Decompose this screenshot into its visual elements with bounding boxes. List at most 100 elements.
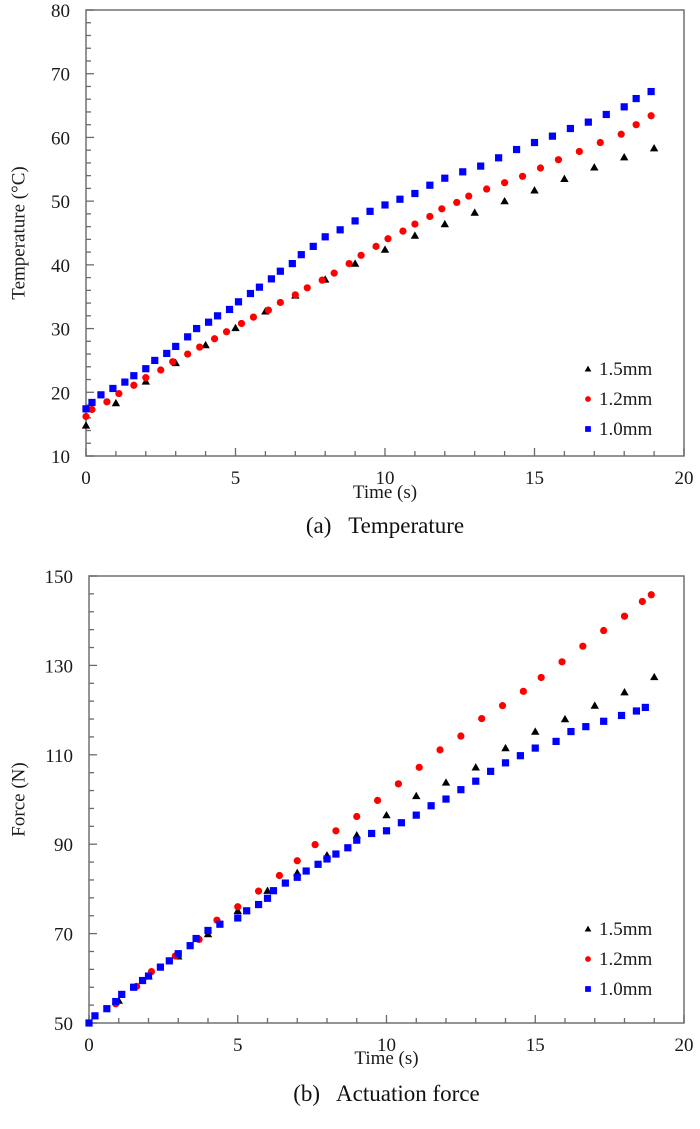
y-axis-title: Temperature (°C) xyxy=(9,166,30,299)
data-point xyxy=(157,366,165,374)
ticks xyxy=(85,9,685,457)
legend-item: 1.5mm xyxy=(584,359,653,380)
data-point xyxy=(579,642,587,650)
y-tick-label: 50 xyxy=(51,192,70,213)
data-point xyxy=(560,714,570,723)
data-point xyxy=(620,688,629,696)
legend-item: 1.0mm xyxy=(585,979,653,1000)
data-point xyxy=(441,778,451,786)
data-point xyxy=(351,217,359,225)
y-tick-label: 70 xyxy=(54,925,73,946)
data-point xyxy=(193,324,201,333)
legend-item: 1.2mm xyxy=(585,389,653,410)
y-tick-label: 70 xyxy=(51,65,70,86)
y-tick-label: 30 xyxy=(51,320,70,341)
series-1-5mm xyxy=(114,672,659,1004)
data-point xyxy=(483,185,491,193)
figure-caption: (b) Actuation force xyxy=(293,1081,479,1106)
x-axis-title: Time (s) xyxy=(354,1048,418,1069)
data-point xyxy=(264,306,272,314)
data-point xyxy=(118,990,126,998)
data-point xyxy=(384,235,392,243)
data-point xyxy=(638,597,646,606)
data-point xyxy=(82,405,90,413)
legend-item: 1.2mm xyxy=(585,949,653,970)
tick-labels: 0 5 10 15 20 10 20 30 40 50 60 70 80 xyxy=(51,1,694,489)
data-point xyxy=(97,391,105,399)
data-point xyxy=(88,405,96,414)
data-point xyxy=(531,727,540,735)
data-point xyxy=(399,227,407,235)
data-point xyxy=(88,398,96,407)
data-point xyxy=(109,384,117,393)
data-point xyxy=(309,242,317,250)
data-point xyxy=(192,934,200,943)
data-point xyxy=(647,87,655,96)
data-point xyxy=(204,926,212,935)
data-point xyxy=(590,163,599,171)
data-point xyxy=(602,110,610,119)
data-point xyxy=(368,829,376,838)
data-point xyxy=(255,283,264,291)
data-point xyxy=(142,365,150,373)
data-point xyxy=(441,174,449,182)
y-tick-label: 40 xyxy=(51,256,70,277)
legend-label: 1.5mm xyxy=(599,919,653,940)
data-point xyxy=(471,763,480,771)
legend-marker xyxy=(585,986,591,992)
data-point xyxy=(632,94,640,103)
data-point xyxy=(213,312,222,320)
data-point xyxy=(103,398,111,406)
data-point xyxy=(303,284,311,292)
data-point xyxy=(163,349,171,358)
data-point xyxy=(530,186,539,194)
legend-label: 1.2mm xyxy=(599,949,653,970)
data-point xyxy=(151,356,159,365)
data-point xyxy=(427,802,435,810)
y-tick-label: 90 xyxy=(54,835,73,856)
data-point xyxy=(536,164,545,172)
data-point xyxy=(234,298,243,306)
legend-marker xyxy=(585,426,591,432)
data-point xyxy=(263,886,272,894)
data-point xyxy=(174,950,182,958)
legend-label: 1.0mm xyxy=(599,979,653,1000)
legend-item: 1.0mm xyxy=(585,419,653,440)
data-point xyxy=(620,103,628,111)
data-point xyxy=(225,305,234,314)
data-point xyxy=(649,144,659,152)
data-point xyxy=(412,811,420,819)
data-point xyxy=(263,894,272,902)
data-point xyxy=(85,1019,93,1027)
data-point xyxy=(373,796,382,804)
data-point xyxy=(82,412,90,421)
data-point xyxy=(590,701,599,709)
x-tick-label: 20 xyxy=(675,468,694,489)
data-point xyxy=(302,867,310,875)
data-point xyxy=(382,827,391,835)
data-point xyxy=(366,207,374,215)
data-point xyxy=(332,827,340,835)
data-point xyxy=(498,702,507,710)
data-point xyxy=(620,612,629,620)
data-point xyxy=(531,744,539,752)
data-point xyxy=(234,903,242,911)
data-point xyxy=(411,220,419,228)
data-point xyxy=(426,212,434,221)
data-point xyxy=(323,855,331,863)
data-point xyxy=(314,860,322,868)
legend-label: 1.5mm xyxy=(599,359,653,380)
y-tick-label: 150 xyxy=(45,567,74,588)
data-point xyxy=(567,727,575,736)
data-point xyxy=(344,844,352,852)
series-1-5mm xyxy=(81,144,659,429)
y-tick-label: 80 xyxy=(51,1,70,22)
data-point xyxy=(237,319,246,328)
data-point xyxy=(459,168,467,176)
data-point xyxy=(620,152,629,161)
data-point xyxy=(632,707,640,715)
data-point xyxy=(530,138,539,147)
y-axis-title: Force (N) xyxy=(9,762,30,836)
data-point xyxy=(165,957,173,965)
data-point xyxy=(130,983,138,991)
